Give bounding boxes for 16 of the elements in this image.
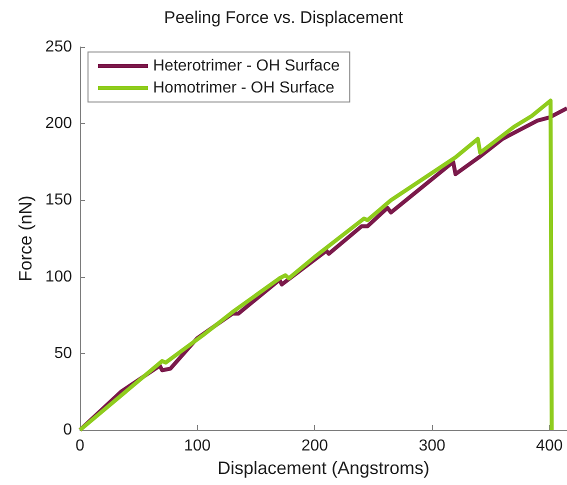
y-tick-label: 200 [45, 115, 72, 132]
x-tick-label: 100 [184, 438, 211, 454]
x-tick-label: 300 [418, 438, 446, 454]
x-axis-title: Displacement (Angstroms) [217, 458, 430, 478]
y-tick-label: 50 [54, 344, 72, 362]
y-tick-label: 0 [63, 422, 72, 438]
y-tick-label: 250 [45, 38, 72, 56]
y-tick-label: 100 [45, 268, 72, 286]
legend-label: Heterotrimer - OH Surface [153, 58, 340, 74]
chart-title: Peeling Force vs. Displacement [164, 8, 404, 27]
x-tick-label: 0 [76, 438, 85, 454]
y-axis-title: Force (nN) [15, 195, 36, 282]
x-tick-label: 400 [536, 438, 563, 454]
y-tick-label: 150 [45, 192, 72, 209]
x-tick-label: 200 [301, 438, 328, 454]
legend-label: Homotrimer - OH Surface [153, 80, 334, 96]
